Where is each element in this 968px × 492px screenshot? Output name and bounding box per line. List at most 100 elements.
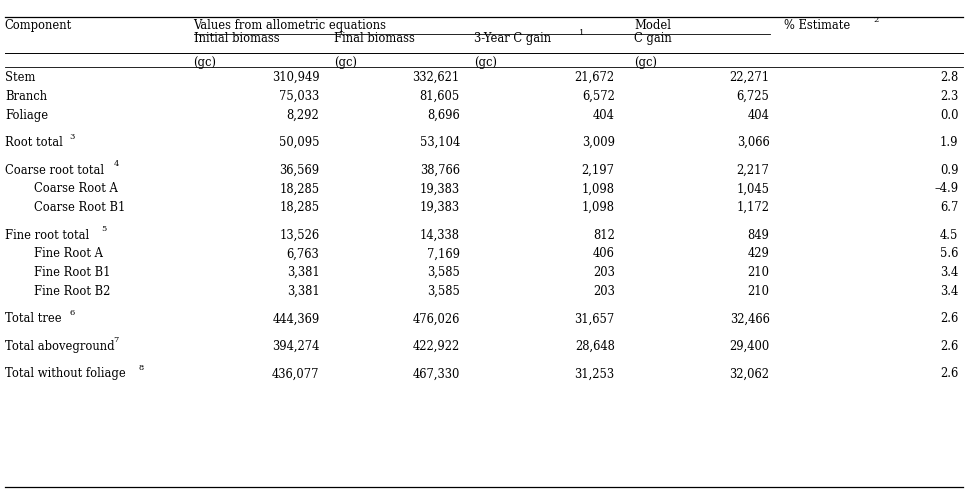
Text: 21,672: 21,672	[575, 71, 615, 84]
Text: 3.4: 3.4	[940, 266, 958, 279]
Text: 203: 203	[592, 285, 615, 298]
Text: (gc): (gc)	[634, 56, 657, 69]
Text: 394,274: 394,274	[272, 340, 319, 353]
Text: 31,657: 31,657	[574, 312, 615, 325]
Text: Fine Root B2: Fine Root B2	[34, 285, 110, 298]
Text: 6,725: 6,725	[737, 90, 770, 103]
Text: 18,285: 18,285	[280, 183, 319, 195]
Text: 50,095: 50,095	[279, 136, 319, 149]
Text: 849: 849	[747, 229, 770, 242]
Text: 28,648: 28,648	[575, 340, 615, 353]
Text: 0.9: 0.9	[940, 164, 958, 177]
Text: Fine Root A: Fine Root A	[34, 247, 103, 260]
Text: –4.9: –4.9	[934, 183, 958, 195]
Text: 3-Year C gain: 3-Year C gain	[474, 32, 552, 45]
Text: 4: 4	[114, 160, 119, 168]
Text: Fine root total: Fine root total	[5, 229, 89, 242]
Text: Branch: Branch	[5, 90, 47, 103]
Text: Stem: Stem	[5, 71, 35, 84]
Text: 6,572: 6,572	[582, 90, 615, 103]
Text: 467,330: 467,330	[412, 368, 460, 380]
Text: 19,383: 19,383	[420, 183, 460, 195]
Text: 38,766: 38,766	[420, 164, 460, 177]
Text: 14,338: 14,338	[420, 229, 460, 242]
Text: (gc): (gc)	[334, 56, 357, 69]
Text: 7: 7	[114, 337, 119, 344]
Text: 75,033: 75,033	[279, 90, 319, 103]
Text: 1,098: 1,098	[582, 201, 615, 214]
Text: 1,172: 1,172	[737, 201, 770, 214]
Text: Fine Root B1: Fine Root B1	[34, 266, 110, 279]
Text: 32,062: 32,062	[730, 368, 770, 380]
Text: 3,585: 3,585	[427, 285, 460, 298]
Text: 2.8: 2.8	[940, 71, 958, 84]
Text: 5.6: 5.6	[940, 247, 958, 260]
Text: 36,569: 36,569	[280, 164, 319, 177]
Text: 6.7: 6.7	[940, 201, 958, 214]
Text: 5: 5	[101, 225, 106, 233]
Text: 3.4: 3.4	[940, 285, 958, 298]
Text: C gain: C gain	[634, 32, 672, 45]
Text: 2,217: 2,217	[737, 164, 770, 177]
Text: 1,098: 1,098	[582, 183, 615, 195]
Text: 2: 2	[873, 16, 878, 24]
Text: 429: 429	[747, 247, 770, 260]
Text: 3,066: 3,066	[737, 136, 770, 149]
Text: 81,605: 81,605	[419, 90, 460, 103]
Text: Root total: Root total	[5, 136, 63, 149]
Text: 19,383: 19,383	[420, 201, 460, 214]
Text: (gc): (gc)	[474, 56, 498, 69]
Text: 6,763: 6,763	[287, 247, 319, 260]
Text: Initial biomass: Initial biomass	[194, 32, 279, 45]
Text: 210: 210	[747, 285, 770, 298]
Text: 29,400: 29,400	[729, 340, 770, 353]
Text: 3,009: 3,009	[582, 136, 615, 149]
Text: Total aboveground: Total aboveground	[5, 340, 114, 353]
Text: Total tree: Total tree	[5, 312, 61, 325]
Text: 476,026: 476,026	[412, 312, 460, 325]
Text: 0.0: 0.0	[940, 109, 958, 122]
Text: 436,077: 436,077	[272, 368, 319, 380]
Text: 1: 1	[579, 29, 585, 37]
Text: Component: Component	[5, 19, 72, 32]
Text: 444,369: 444,369	[272, 312, 319, 325]
Text: 332,621: 332,621	[412, 71, 460, 84]
Text: 2,197: 2,197	[582, 164, 615, 177]
Text: Coarse Root B1: Coarse Root B1	[34, 201, 125, 214]
Text: 2.6: 2.6	[940, 368, 958, 380]
Text: Final biomass: Final biomass	[334, 32, 415, 45]
Text: 404: 404	[592, 109, 615, 122]
Text: 8: 8	[139, 364, 144, 372]
Text: Total without foliage: Total without foliage	[5, 368, 126, 380]
Text: 3,585: 3,585	[427, 266, 460, 279]
Text: Coarse Root A: Coarse Root A	[34, 183, 118, 195]
Text: 3: 3	[70, 133, 76, 141]
Text: 6: 6	[70, 309, 75, 317]
Text: 7,169: 7,169	[427, 247, 460, 260]
Text: 8,696: 8,696	[427, 109, 460, 122]
Text: 18,285: 18,285	[280, 201, 319, 214]
Text: Values from allometric equations: Values from allometric equations	[194, 19, 386, 32]
Text: Foliage: Foliage	[5, 109, 48, 122]
Text: 31,253: 31,253	[575, 368, 615, 380]
Text: 13,526: 13,526	[280, 229, 319, 242]
Text: 32,466: 32,466	[730, 312, 770, 325]
Text: 22,271: 22,271	[730, 71, 770, 84]
Text: 210: 210	[747, 266, 770, 279]
Text: 4.5: 4.5	[940, 229, 958, 242]
Text: 404: 404	[747, 109, 770, 122]
Text: 310,949: 310,949	[272, 71, 319, 84]
Text: 2.3: 2.3	[940, 90, 958, 103]
Text: 8,292: 8,292	[287, 109, 319, 122]
Text: 203: 203	[592, 266, 615, 279]
Text: 1.9: 1.9	[940, 136, 958, 149]
Text: 422,922: 422,922	[412, 340, 460, 353]
Text: 1,045: 1,045	[737, 183, 770, 195]
Text: % Estimate: % Estimate	[784, 19, 850, 32]
Text: Model: Model	[634, 19, 671, 32]
Text: 2.6: 2.6	[940, 340, 958, 353]
Text: 53,104: 53,104	[419, 136, 460, 149]
Text: (gc): (gc)	[194, 56, 217, 69]
Text: 406: 406	[592, 247, 615, 260]
Text: 812: 812	[592, 229, 615, 242]
